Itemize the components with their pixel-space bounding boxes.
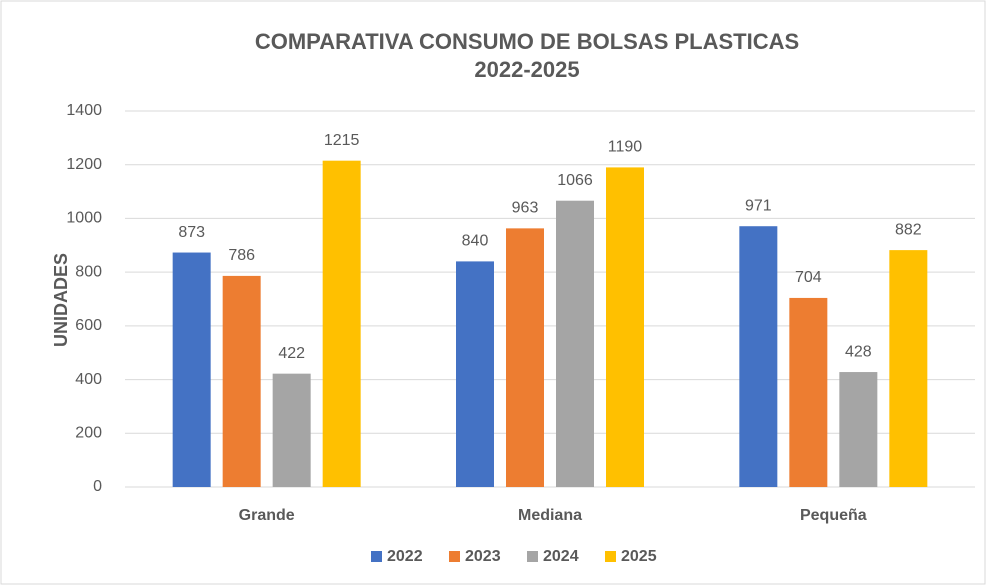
- data-label: 882: [895, 221, 922, 238]
- bar: [606, 167, 644, 487]
- x-tick-label: Pequeña: [800, 507, 867, 524]
- bar: [222, 275, 261, 487]
- y-tick-label: 1000: [66, 210, 102, 227]
- chart-title: COMPARATIVA CONSUMO DE BOLSAS PLASTICAS …: [254, 29, 800, 82]
- bar: [172, 252, 211, 487]
- legend-swatch: [449, 551, 460, 562]
- y-tick-label: 800: [75, 263, 102, 280]
- y-tick-label: 1400: [66, 102, 102, 119]
- data-label: 971: [745, 197, 772, 214]
- bar: [789, 297, 828, 487]
- legend-label: 2025: [621, 548, 657, 565]
- legend-label: 2023: [465, 548, 501, 565]
- legend-label: 2024: [543, 548, 579, 565]
- bar: [506, 228, 544, 487]
- y-tick-label: 1200: [66, 156, 102, 173]
- y-axis-label: UNIDADES: [51, 253, 71, 347]
- data-label: 963: [512, 200, 539, 217]
- data-label: 428: [845, 343, 872, 360]
- y-tick-label: 400: [75, 371, 102, 388]
- bar: [889, 250, 928, 487]
- y-tick-label: 600: [75, 317, 102, 334]
- data-label: 1215: [324, 132, 360, 149]
- legend-swatch: [527, 551, 538, 562]
- x-tick-label: Mediana: [518, 507, 582, 524]
- data-label: 704: [795, 269, 822, 286]
- y-tick-label: 200: [75, 425, 102, 442]
- bar: [322, 160, 361, 487]
- data-label: 1190: [608, 139, 643, 156]
- data-label: 786: [228, 247, 255, 264]
- x-tick-label: Grande: [239, 507, 295, 524]
- bar: [456, 261, 494, 487]
- data-label: 840: [462, 233, 489, 250]
- legend-label: 2022: [387, 548, 423, 565]
- data-label: 1066: [557, 172, 593, 189]
- bar: [839, 372, 878, 487]
- legend-swatch: [605, 551, 616, 562]
- legend-swatch: [371, 551, 382, 562]
- bar: [272, 373, 311, 487]
- data-label: 873: [178, 224, 205, 241]
- y-tick-label: 0: [93, 478, 102, 495]
- bar: [556, 200, 594, 487]
- data-label: 422: [278, 345, 305, 362]
- bar: [739, 226, 778, 487]
